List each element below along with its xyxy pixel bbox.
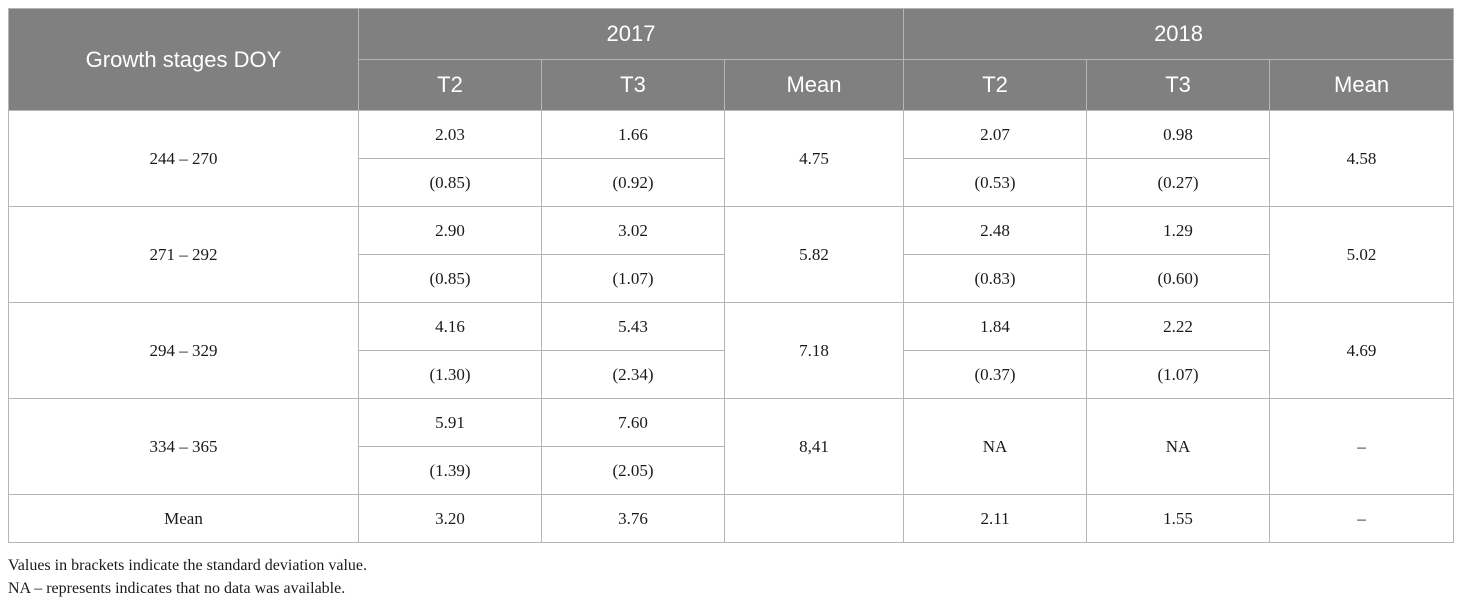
value-cell: 5.91 — [358, 398, 542, 447]
data-table: Growth stages DOY 2017 2018 T2 T3 Mean T… — [8, 8, 1455, 543]
table-row-sd: (0.85) (0.92) (0.53) (0.27) — [9, 158, 1454, 207]
mean-cell: 4.58 — [1269, 110, 1455, 207]
value-cell: 1.66 — [541, 110, 725, 159]
mean-cell: 4.75 — [723, 110, 905, 207]
value-cell: 1.29 — [1086, 206, 1271, 255]
sd-cell: (0.83) — [903, 254, 1088, 303]
mean-cell — [723, 494, 905, 543]
mean-cell: 5.02 — [1269, 206, 1455, 303]
value-cell: 2.03 — [358, 110, 542, 159]
value-cell: 1.84 — [903, 302, 1088, 351]
table-row: 271 – 292 2.90 3.02 5.82 2.48 1.29 5.02 — [8, 206, 1455, 303]
sd-cell: (0.37) — [903, 350, 1088, 399]
sd-cell: (0.60) — [1086, 254, 1271, 303]
mean-cell: 7.18 — [723, 302, 905, 399]
header-2018-t2: T2 — [903, 59, 1088, 111]
sd-cell: (1.07) — [1086, 350, 1271, 399]
sd-cell: (0.53) — [903, 158, 1088, 207]
table-row: 244 – 270 2.03 1.66 4.75 2.07 0.98 4.58 — [8, 110, 1455, 207]
header-row-subcolumns: T2 T3 Mean T2 T3 Mean — [9, 59, 1455, 111]
table-row-sd: (1.30) (2.34) (0.37) (1.07) — [9, 350, 1454, 399]
value-cell: 1.55 — [1086, 494, 1271, 543]
header-2017-mean: Mean — [723, 59, 905, 111]
value-cell: 5.43 — [541, 302, 725, 351]
value-cell: 3.20 — [358, 494, 542, 543]
mean-cell: – — [1269, 494, 1455, 543]
header-2017-t2: T2 — [358, 59, 542, 111]
header-row-years: Growth stages DOY 2017 2018 — [8, 8, 1455, 111]
table-container: Growth stages DOY 2017 2018 T2 T3 Mean T… — [8, 8, 1455, 543]
value-cell: 3.76 — [541, 494, 725, 543]
mean-cell: 5.82 — [723, 206, 905, 303]
header-2017-t3: T3 — [541, 59, 725, 111]
header-year-2018: 2018 — [903, 8, 1455, 60]
header-2018-mean: Mean — [1269, 59, 1455, 111]
sd-cell: (2.34) — [541, 350, 725, 399]
footnote-brackets: Values in brackets indicate the standard… — [8, 557, 367, 574]
table-row: 334 – 365 5.91 7.60 8,41 NA NA – — [8, 398, 1455, 495]
value-cell: 2.90 — [358, 206, 542, 255]
table-row: 294 – 329 4.16 5.43 7.18 1.84 2.22 4.69 — [8, 302, 1455, 399]
value-cell: 0.98 — [1086, 110, 1271, 159]
stage-cell: 294 – 329 — [8, 302, 359, 399]
value-cell: 7.60 — [541, 398, 725, 447]
sd-cell: (1.07) — [541, 254, 725, 303]
value-cell: 4.16 — [358, 302, 542, 351]
footnote-na: NA – represents indicates that no data w… — [8, 580, 346, 597]
sd-cell: (0.92) — [541, 158, 725, 207]
value-cell: 2.07 — [903, 110, 1088, 159]
mean-cell: – — [1269, 398, 1455, 495]
mean-cell: 4.69 — [1269, 302, 1455, 399]
value-cell: 2.22 — [1086, 302, 1271, 351]
value-cell: 2.11 — [903, 494, 1088, 543]
value-cell: 3.02 — [541, 206, 725, 255]
header-growth-stages: Growth stages DOY — [8, 8, 359, 111]
sd-cell: (2.05) — [541, 446, 725, 495]
header-year-2017: 2017 — [357, 8, 905, 60]
sd-cell: (1.39) — [358, 446, 542, 495]
header-2018-t3: T3 — [1086, 59, 1271, 111]
sd-cell: (1.30) — [358, 350, 542, 399]
stage-cell: 334 – 365 — [8, 398, 359, 495]
mean-row-label: Mean — [8, 494, 359, 543]
value-cell: 2.48 — [903, 206, 1088, 255]
table-footnotes: Values in brackets indicate the standard… — [8, 554, 367, 600]
stage-cell: 244 – 270 — [8, 110, 359, 207]
na-cell: NA — [1086, 398, 1271, 495]
na-cell: NA — [903, 398, 1088, 495]
table-row-sd: (0.85) (1.07) (0.83) (0.60) — [9, 254, 1454, 303]
mean-row: Mean 3.20 3.76 2.11 1.55 – — [8, 494, 1455, 543]
sd-cell: (0.27) — [1086, 158, 1271, 207]
stage-cell: 271 – 292 — [8, 206, 359, 303]
mean-cell: 8,41 — [723, 398, 905, 495]
sd-cell: (0.85) — [358, 254, 542, 303]
sd-cell: (0.85) — [358, 158, 542, 207]
